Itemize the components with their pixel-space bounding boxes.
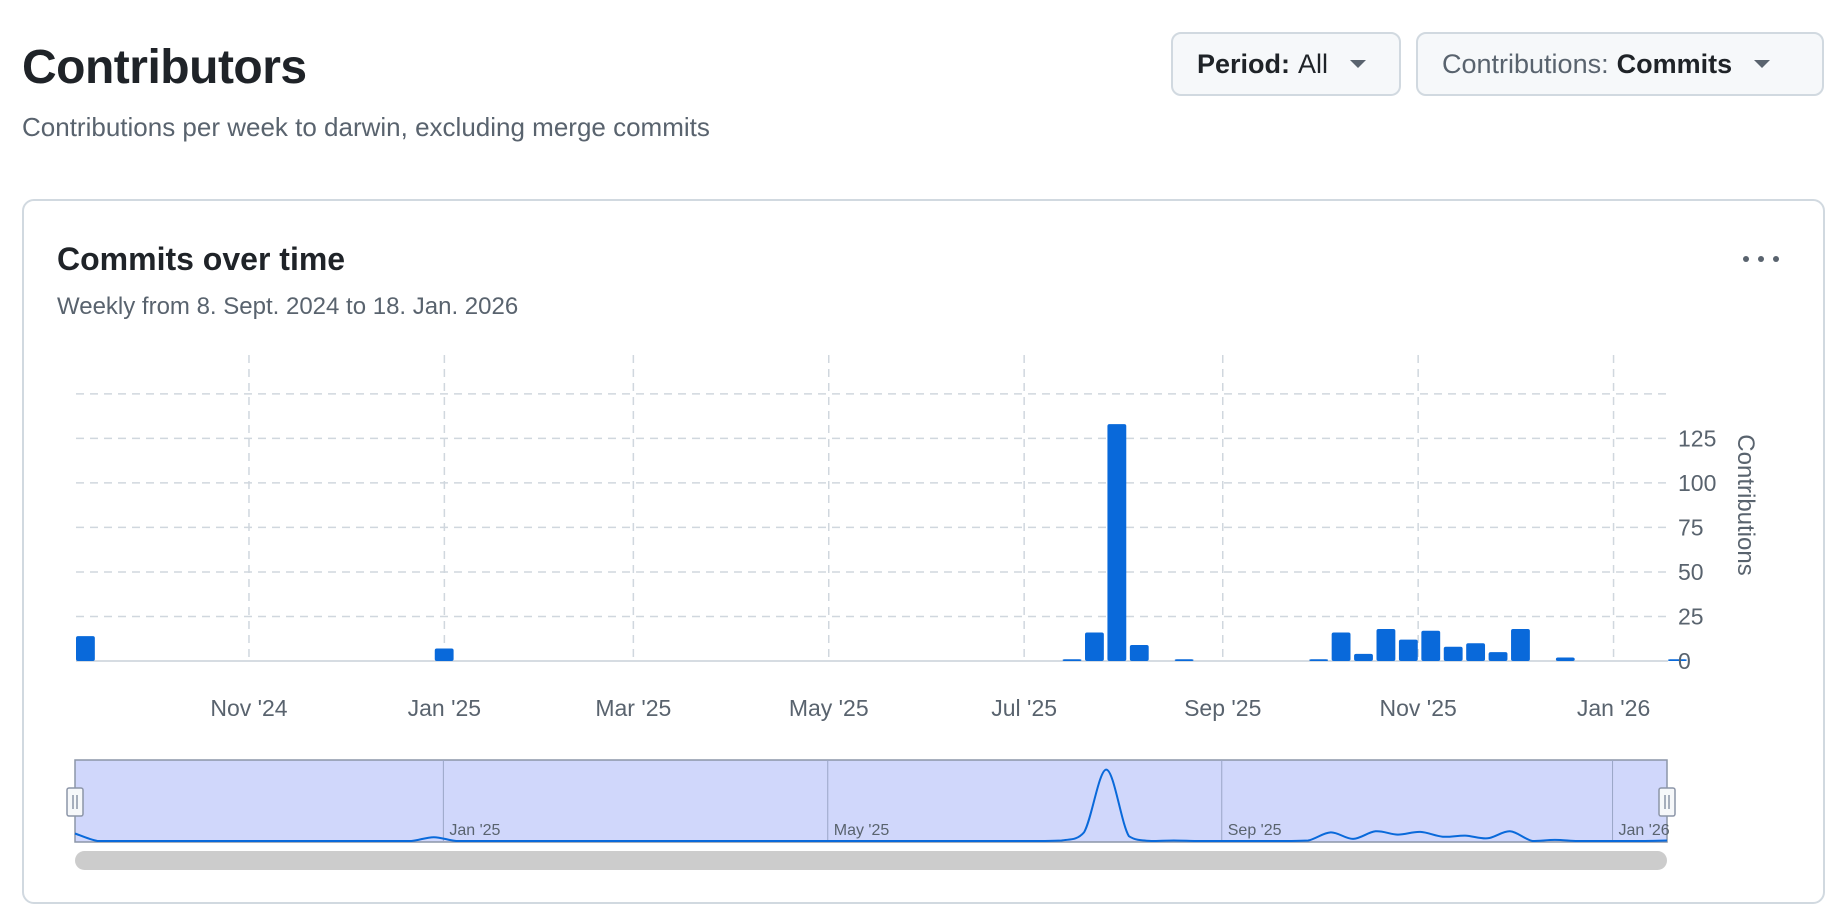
y-tick-label: 100	[1678, 470, 1716, 496]
bar-2025-12-14[interactable]	[1555, 657, 1575, 661]
bar-2025-11-30[interactable]	[1511, 628, 1530, 661]
navigator-left-handle[interactable]	[66, 787, 84, 817]
x-tick-label: May '25	[789, 695, 869, 721]
navigator-label: Jan '25	[449, 822, 500, 839]
triangle-down-icon	[1350, 60, 1367, 68]
triangle-down-icon	[1754, 60, 1771, 68]
bar-2024-09-08[interactable]	[76, 636, 95, 661]
x-tick-label: Jan '25	[408, 695, 481, 721]
navigator-scrollbar[interactable]	[75, 851, 1667, 870]
bar-2025-07-20[interactable]	[1085, 632, 1104, 662]
contributions-dropdown-button[interactable]: Contributions: Commits	[1416, 32, 1824, 96]
y-tick-label: 75	[1678, 514, 1704, 540]
bar-2026-01-18[interactable]	[1668, 659, 1687, 661]
y-tick-label: 125	[1678, 425, 1716, 451]
bar-2025-11-16[interactable]	[1466, 643, 1486, 661]
page-subtitle: Contributions per week to darwin, exclud…	[22, 112, 710, 142]
x-tick-label: Mar '25	[595, 695, 671, 721]
navigator-series-line	[74, 768, 1668, 843]
chart-subtitle: Weekly from 8. Sept. 2024 to 18. Jan. 20…	[57, 293, 519, 320]
kebab-horizontal-icon[interactable]	[1737, 243, 1785, 275]
navigator-label: Sep '25	[1228, 822, 1282, 839]
bar-2025-10-12[interactable]	[1354, 653, 1373, 661]
period-value: All	[1298, 48, 1329, 79]
bar-2025-10-05[interactable]	[1331, 632, 1351, 662]
bar-2025-11-09[interactable]	[1443, 646, 1463, 661]
bar-2025-07-13[interactable]	[1062, 659, 1082, 661]
bar-2025-09-28[interactable]	[1309, 659, 1329, 661]
page-title: Contributors	[22, 41, 307, 94]
contributions-value: Commits	[1616, 48, 1733, 79]
contributions-label: Contributions:	[1442, 48, 1609, 79]
bar-2024-12-29[interactable]	[434, 648, 454, 661]
bar-2025-10-19[interactable]	[1376, 628, 1396, 661]
bar-2025-10-26[interactable]	[1398, 639, 1418, 661]
x-tick-label: Nov '25	[1380, 695, 1457, 721]
bar-2025-11-02[interactable]	[1421, 630, 1441, 661]
period-label: Period:	[1197, 48, 1291, 79]
navigator-label: Jan '26	[1619, 822, 1670, 839]
x-tick-label: Jan '26	[1577, 695, 1650, 721]
bar-2025-11-23[interactable]	[1488, 652, 1508, 661]
bar-2025-07-27[interactable]	[1107, 424, 1127, 661]
range-navigator[interactable]: Jan '25 May '25 Sep '25 Jan '26	[66, 759, 1676, 870]
x-tick-label: Jul '25	[991, 695, 1057, 721]
period-dropdown-button[interactable]: Period: All	[1171, 32, 1401, 96]
y-tick-label: 0	[1678, 648, 1691, 674]
chart-title: Commits over time	[57, 241, 346, 277]
y-axis-title: Contributions	[1732, 434, 1759, 575]
navigator-label: May '25	[834, 822, 890, 839]
x-tick-label: Nov '24	[210, 695, 287, 721]
y-tick-label: 50	[1678, 559, 1704, 585]
bar-2025-08-03[interactable]	[1129, 644, 1149, 661]
navigator-right-handle[interactable]	[1658, 787, 1676, 817]
bar-2025-08-17[interactable]	[1174, 659, 1194, 661]
x-tick-label: Sep '25	[1184, 695, 1261, 721]
navigator-selection[interactable]	[74, 759, 1668, 843]
y-tick-label: 25	[1678, 603, 1704, 629]
